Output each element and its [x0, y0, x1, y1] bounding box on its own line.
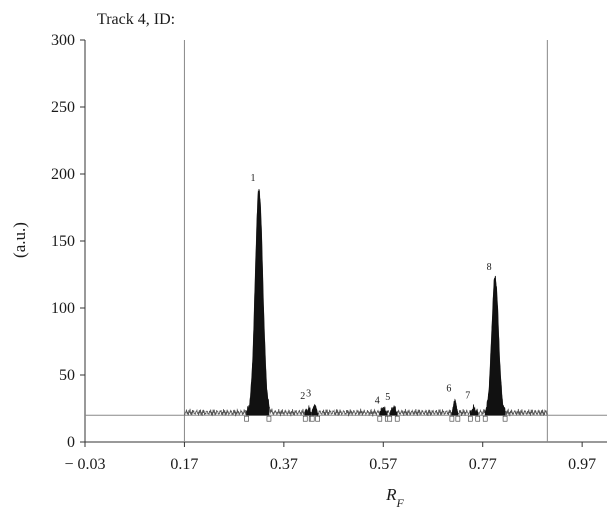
y-tick-label: 200	[51, 166, 75, 183]
y-tick-label: 50	[59, 367, 75, 384]
peak-8-boundary	[482, 415, 488, 422]
peak-5-fill	[389, 405, 398, 417]
y-axis-title: (a.u.)	[10, 222, 29, 258]
peak-3-label: 3	[306, 389, 311, 400]
peak-8-boundary	[502, 415, 508, 422]
y-tick-label: 0	[67, 434, 75, 451]
x-axis-title-subscript: F	[396, 496, 405, 507]
x-axis-title: RF	[385, 485, 404, 507]
x-tick-label: 0.17	[170, 456, 198, 473]
peak-6-boundary	[455, 415, 461, 422]
peak-group	[244, 189, 508, 422]
peak-7-boundary	[467, 415, 473, 422]
x-tick-label: − 0.03	[64, 456, 105, 473]
peak-8-fill	[484, 276, 506, 416]
x-axis-title-main: R	[385, 485, 397, 504]
peak-4-fill	[379, 406, 388, 416]
y-tick-label: 100	[51, 300, 75, 317]
peak-6-label: 6	[446, 384, 451, 395]
peak-3-fill	[311, 403, 318, 417]
x-tick-label: 0.37	[270, 456, 298, 473]
peak-3-boundary	[309, 415, 315, 422]
chart-title: Track 4, ID:	[97, 11, 175, 28]
peak-1-boundary	[266, 415, 272, 422]
y-tick-label: 250	[51, 99, 75, 116]
peak-5-label: 5	[385, 392, 390, 403]
peak-6-fill	[451, 398, 459, 416]
tick-labels: 0 50 100 150 200 250 300 − 0.03 0.17 0.37 0.57 0.77…	[51, 32, 596, 473]
peak-2-fill	[304, 404, 312, 416]
x-tick-label: 0.57	[369, 456, 397, 473]
peak-2-boundary	[302, 415, 308, 422]
peak-1-label: 1	[251, 173, 256, 184]
y-tick-label: 300	[51, 32, 75, 49]
x-tick-label: 0.97	[568, 456, 596, 473]
peak-1-fill	[246, 189, 270, 416]
scan-range-guides	[85, 40, 607, 442]
peak-5-boundary	[394, 415, 400, 422]
peak-7-boundary	[475, 415, 481, 422]
peak-8-label: 8	[487, 262, 492, 273]
peak-7-fill	[469, 403, 479, 416]
axes	[80, 39, 607, 447]
peak-7-label: 7	[465, 391, 470, 402]
peak-1-boundary	[244, 415, 249, 422]
peak-4-boundary	[377, 415, 383, 422]
y-tick-label: 150	[51, 233, 75, 250]
peak-2-label: 2	[300, 391, 305, 402]
x-tick-label: 0.77	[469, 456, 497, 473]
peak-3-boundary	[315, 415, 320, 422]
peak-5-boundary	[387, 415, 393, 422]
peak-6-boundary	[449, 415, 455, 422]
peak-4-label: 4	[375, 395, 380, 406]
